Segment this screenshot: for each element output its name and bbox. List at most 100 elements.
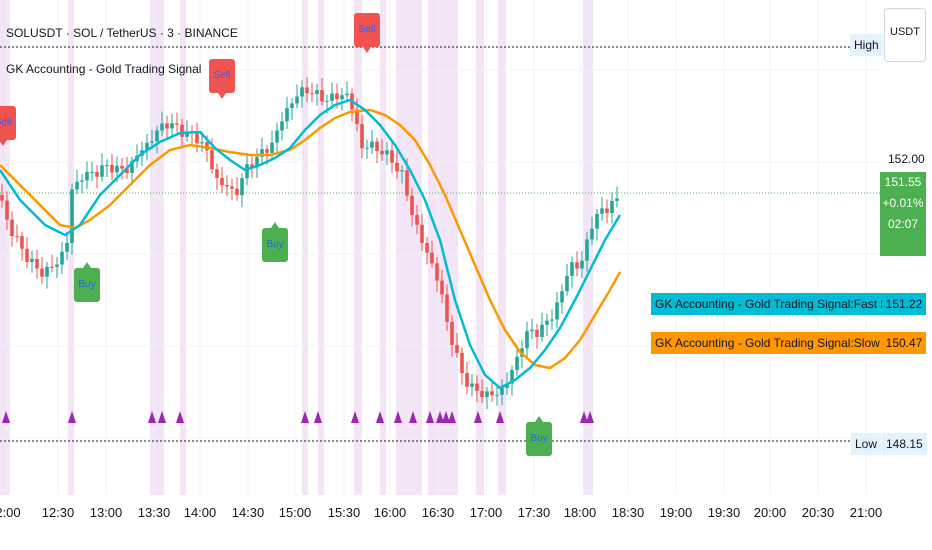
high-label: High bbox=[850, 34, 883, 56]
candle-body bbox=[600, 208, 604, 214]
candle-body bbox=[125, 168, 129, 173]
low-value: 148.15 bbox=[882, 433, 927, 455]
candle-body bbox=[130, 161, 134, 173]
candle-body bbox=[585, 239, 589, 261]
candle-body bbox=[535, 329, 539, 337]
candle-body bbox=[310, 93, 314, 95]
time-tick: 19:00 bbox=[659, 505, 693, 520]
indicator-title[interactable]: GK Accounting - Gold Trading Signal bbox=[6, 62, 202, 76]
candle-body bbox=[475, 383, 479, 392]
slow-ma-name: GK Accounting - Gold Trading Signal:Slow… bbox=[651, 332, 906, 354]
signal-marker bbox=[176, 411, 184, 423]
candle-body bbox=[60, 251, 64, 265]
candle-body bbox=[240, 178, 244, 196]
candle-body bbox=[540, 324, 544, 337]
candle-body bbox=[230, 186, 234, 189]
candle-body bbox=[115, 165, 119, 173]
candle-body bbox=[250, 164, 254, 168]
candle-body bbox=[155, 130, 159, 142]
candle-body bbox=[165, 123, 169, 129]
time-tick: 18:00 bbox=[563, 505, 597, 520]
candle-body bbox=[335, 93, 339, 100]
highlight-band bbox=[354, 0, 362, 495]
candle-body bbox=[395, 162, 399, 172]
time-tick: 21:00 bbox=[849, 505, 883, 520]
candle-body bbox=[595, 213, 599, 229]
candle-body bbox=[200, 142, 204, 144]
candle-body bbox=[0, 195, 4, 201]
signal-marker bbox=[580, 411, 588, 423]
candle-body bbox=[355, 109, 359, 125]
candle-body bbox=[325, 100, 329, 102]
symbol-title[interactable]: SOLUSDT · SOL / TetherUS · 3 · BINANCE bbox=[6, 26, 238, 40]
candle-body bbox=[590, 228, 594, 240]
candle-body bbox=[70, 189, 74, 243]
candle-body bbox=[90, 171, 94, 173]
candle-body bbox=[160, 123, 164, 131]
candle-body bbox=[505, 383, 509, 388]
candle-body bbox=[470, 383, 474, 387]
candle-body bbox=[185, 132, 189, 137]
candle-body bbox=[460, 352, 464, 374]
candle-body bbox=[400, 170, 404, 172]
time-tick: 18:30 bbox=[611, 505, 645, 520]
candle-body bbox=[615, 198, 619, 201]
fast-ma-line bbox=[0, 98, 622, 390]
time-tick: 20:30 bbox=[801, 505, 835, 520]
signal-marker bbox=[376, 411, 384, 423]
low-label: Low bbox=[851, 433, 882, 455]
candle-body bbox=[50, 266, 54, 268]
candle-body bbox=[75, 181, 79, 190]
candle-body bbox=[85, 171, 89, 181]
signal-marker bbox=[436, 411, 444, 423]
candle-body bbox=[435, 263, 439, 281]
signal-marker bbox=[409, 411, 417, 423]
sell-signal: Sell bbox=[209, 59, 235, 99]
candle-body bbox=[480, 391, 484, 398]
candle-body bbox=[455, 344, 459, 353]
signal-marker bbox=[442, 411, 450, 423]
candle-body bbox=[55, 264, 59, 267]
candle-body bbox=[345, 93, 349, 96]
currency-button[interactable]: USDT bbox=[884, 8, 926, 62]
buy-signal: Buy bbox=[74, 262, 100, 302]
candle-body bbox=[285, 108, 289, 122]
candle-body bbox=[555, 302, 559, 320]
fast-ma-name: GK Accounting - Gold Trading Signal:Fast… bbox=[651, 293, 903, 315]
candle-body bbox=[15, 236, 19, 238]
slow-ma-line bbox=[0, 108, 622, 370]
signal-marker bbox=[496, 411, 504, 423]
time-tick: 12:30 bbox=[41, 505, 75, 520]
time-tick: 17:00 bbox=[469, 505, 503, 520]
time-tick: 16:30 bbox=[421, 505, 455, 520]
slow-ma-value: 150.47 bbox=[882, 332, 926, 354]
candle-body bbox=[330, 93, 334, 101]
signal-marker bbox=[158, 411, 166, 423]
candle-body bbox=[210, 150, 214, 170]
candle-body bbox=[195, 132, 199, 144]
candle-body bbox=[275, 130, 279, 143]
candle-body bbox=[180, 124, 184, 137]
candle-body bbox=[5, 200, 9, 220]
candle-body bbox=[495, 394, 499, 396]
candle-body bbox=[550, 319, 554, 321]
candle-body bbox=[530, 329, 534, 332]
time-tick: 15:30 bbox=[327, 505, 361, 520]
candle-body bbox=[65, 242, 69, 252]
candle-body bbox=[305, 87, 309, 94]
candle-body bbox=[10, 219, 14, 237]
candle-body bbox=[560, 291, 564, 303]
candle-body bbox=[120, 165, 124, 169]
signal-marker bbox=[586, 411, 594, 423]
time-tick: 2:00 bbox=[0, 505, 21, 520]
candle-body bbox=[425, 242, 429, 253]
candle-body bbox=[545, 320, 549, 325]
candle-body bbox=[205, 142, 209, 151]
signal-marker bbox=[314, 411, 322, 423]
time-tick: 19:30 bbox=[707, 505, 741, 520]
candle-body bbox=[525, 331, 529, 349]
time-tick: 16:00 bbox=[373, 505, 407, 520]
candle-body bbox=[290, 103, 294, 109]
candle-body bbox=[415, 215, 419, 225]
